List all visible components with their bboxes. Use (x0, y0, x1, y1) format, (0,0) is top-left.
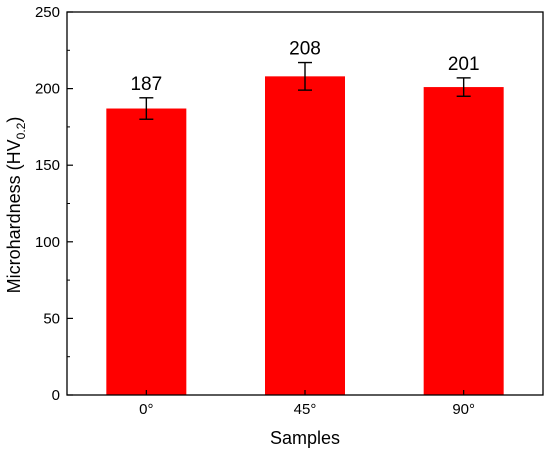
y-axis-title: Microhardness (HV0.2) (4, 117, 28, 294)
bar (106, 108, 187, 396)
y-axis-title-main: Microhardness (HV (4, 139, 24, 293)
data-label: 208 (289, 39, 321, 60)
error-bar (298, 61, 312, 91)
x-tick-label: 90° (452, 401, 475, 418)
x-axis-title: Samples (270, 428, 340, 448)
error-bars-layer (139, 61, 471, 120)
data-labels-layer: 187 208 201 (130, 39, 479, 95)
data-label: 201 (448, 54, 480, 75)
bar (265, 76, 345, 396)
error-bar (456, 77, 471, 97)
y-axis-title-subscript: 0.2 (14, 122, 28, 139)
x-axis-ticks: 0° 45° 90° (139, 390, 475, 418)
x-tick-label: 45° (294, 401, 317, 418)
y-tick-label: 250 (35, 4, 60, 21)
bar (423, 87, 504, 396)
data-label: 187 (130, 74, 162, 95)
y-tick-label: 100 (35, 234, 60, 251)
y-axis-title-close: ) (4, 117, 24, 123)
y-tick-label: 50 (43, 310, 60, 327)
y-tick-label: 150 (35, 157, 60, 174)
y-tick-label: 200 (35, 81, 60, 98)
y-tick-label: 0 (52, 387, 60, 404)
error-bar (139, 97, 154, 120)
x-tick-label: 0° (139, 401, 153, 418)
bars-layer (106, 76, 504, 396)
y-axis-ticks: 0 50 100 150 200 250 (35, 4, 73, 404)
